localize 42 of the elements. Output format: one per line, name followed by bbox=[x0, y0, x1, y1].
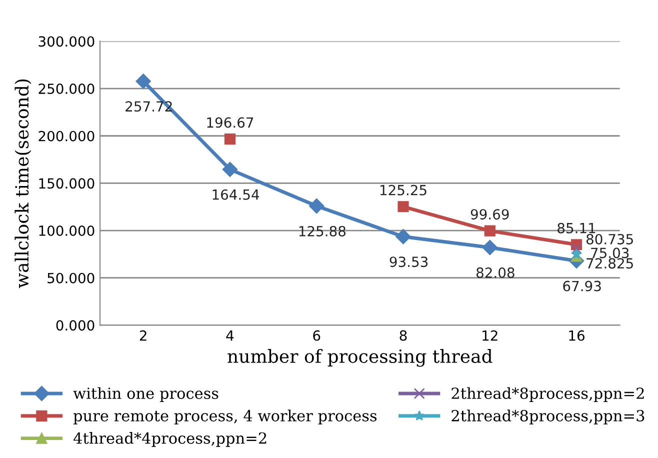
data-label: 75.03 bbox=[591, 248, 629, 258]
data-label: 125.88 bbox=[299, 226, 346, 236]
point bbox=[396, 229, 411, 244]
point bbox=[136, 74, 151, 89]
data-label: 85.11 bbox=[558, 222, 596, 234]
point bbox=[571, 248, 582, 259]
legend-label: 2thread*8process,ppn=2 bbox=[452, 387, 644, 402]
y-axis-title: wallclock time(second) bbox=[14, 79, 32, 288]
x-tick-label: 8 bbox=[400, 330, 407, 341]
x-tick-label: 4 bbox=[226, 330, 234, 341]
x-tick-label: 6 bbox=[313, 330, 320, 341]
y-tick-label: 150.000 bbox=[39, 178, 94, 189]
legend-label: 4thread*4process,ppn=2 bbox=[73, 432, 266, 447]
data-label: 164.54 bbox=[212, 189, 260, 200]
x-tick-label: 12 bbox=[482, 330, 498, 341]
data-label: 72.825 bbox=[586, 258, 633, 269]
legend-label: pure remote process, 4 worker process bbox=[73, 410, 377, 424]
data-label: 99.69 bbox=[470, 209, 509, 220]
y-tick-label: 50.000 bbox=[48, 272, 94, 284]
data-label: 82.08 bbox=[476, 267, 514, 278]
y-tick-label: 300.000 bbox=[38, 36, 94, 47]
legend-label: within one process bbox=[73, 387, 218, 402]
point bbox=[484, 225, 496, 236]
data-label: 93.53 bbox=[390, 256, 428, 268]
data-label: 67.93 bbox=[563, 280, 601, 292]
y-tick-label: 250.000 bbox=[38, 84, 94, 94]
point bbox=[222, 162, 238, 178]
data-label: 196.67 bbox=[207, 117, 254, 128]
y-tick-label: 0.000 bbox=[56, 320, 94, 331]
point bbox=[309, 198, 324, 214]
point bbox=[398, 201, 409, 212]
data-label: 80.735 bbox=[586, 234, 633, 244]
x-tick-label: 16 bbox=[569, 330, 584, 341]
data-label: 125.25 bbox=[380, 184, 426, 196]
x-axis-title: number of processing thread bbox=[228, 349, 492, 367]
y-tick-label: 100.000 bbox=[39, 225, 94, 236]
point bbox=[224, 133, 236, 145]
x-tick-label: 2 bbox=[140, 330, 146, 341]
legend-label: 2thread*8process,ppn=3 bbox=[452, 410, 644, 424]
point bbox=[570, 243, 582, 254]
point bbox=[482, 240, 498, 256]
y-tick-label: 200.000 bbox=[38, 130, 94, 142]
